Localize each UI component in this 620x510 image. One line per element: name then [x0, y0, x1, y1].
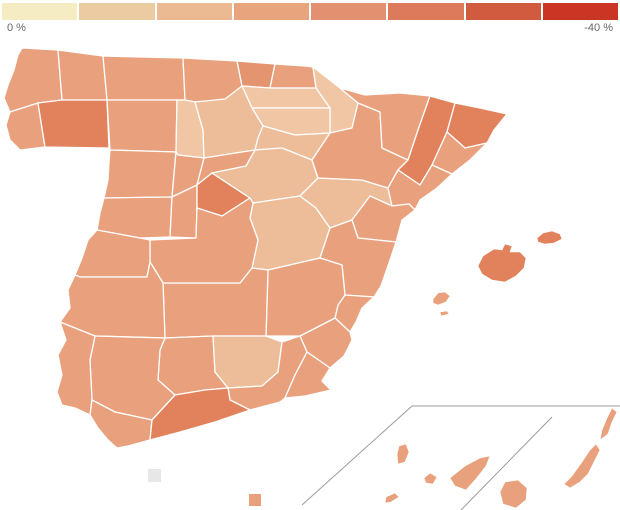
- province-gipuzkoa[interactable]: [269, 63, 317, 89]
- legend-swatch-8: [542, 3, 618, 20]
- island-lagomera[interactable]: [423, 472, 438, 485]
- province-zamora[interactable]: [103, 149, 177, 199]
- province-lugo[interactable]: [57, 49, 108, 101]
- canary-inset-line-2: [301, 405, 413, 506]
- legend-color-bar: [0, 0, 620, 20]
- legend-swatch-4: [233, 3, 309, 20]
- island-lanzarote[interactable]: [599, 407, 618, 441]
- color-scale-legend: 0 % -40 %: [0, 0, 620, 34]
- legend-swatch-2: [79, 3, 155, 20]
- island-lapalma[interactable]: [396, 443, 410, 465]
- territory-ceuta[interactable]: [148, 469, 161, 482]
- province-asturias[interactable]: [102, 55, 186, 101]
- province-albacete[interactable]: [265, 257, 346, 337]
- province-bizkaia[interactable]: [236, 60, 276, 89]
- legend-swatch-5: [311, 3, 387, 20]
- island-menorca[interactable]: [536, 230, 563, 245]
- province-cadiz[interactable]: [89, 399, 153, 449]
- island-ibiza[interactable]: [432, 291, 451, 306]
- province-leon[interactable]: [106, 99, 178, 153]
- province-huelva[interactable]: [56, 321, 96, 416]
- legend-labels: 0 % -40 %: [0, 20, 620, 34]
- island-mallorca[interactable]: [477, 243, 527, 283]
- legend-max-label: -40 %: [584, 22, 613, 34]
- legend-min-label: 0 %: [7, 22, 26, 34]
- province-almeria[interactable]: [284, 351, 332, 399]
- province-ourense[interactable]: [37, 99, 110, 149]
- legend-swatch-3: [156, 3, 232, 20]
- province-tarragona[interactable]: [387, 164, 453, 211]
- canary-inset-line-3: [460, 416, 553, 510]
- island-elhierro[interactable]: [384, 492, 400, 504]
- island-formentera[interactable]: [439, 310, 450, 317]
- territory-melilla[interactable]: [249, 494, 261, 506]
- legend-swatch-6: [388, 3, 464, 20]
- island-tenerife[interactable]: [449, 455, 491, 491]
- island-grancanaria[interactable]: [499, 479, 528, 509]
- province-malaga[interactable]: [149, 387, 251, 441]
- legend-swatch-1: [2, 3, 78, 20]
- legend-swatch-7: [465, 3, 541, 20]
- island-fuerteventura[interactable]: [563, 443, 601, 489]
